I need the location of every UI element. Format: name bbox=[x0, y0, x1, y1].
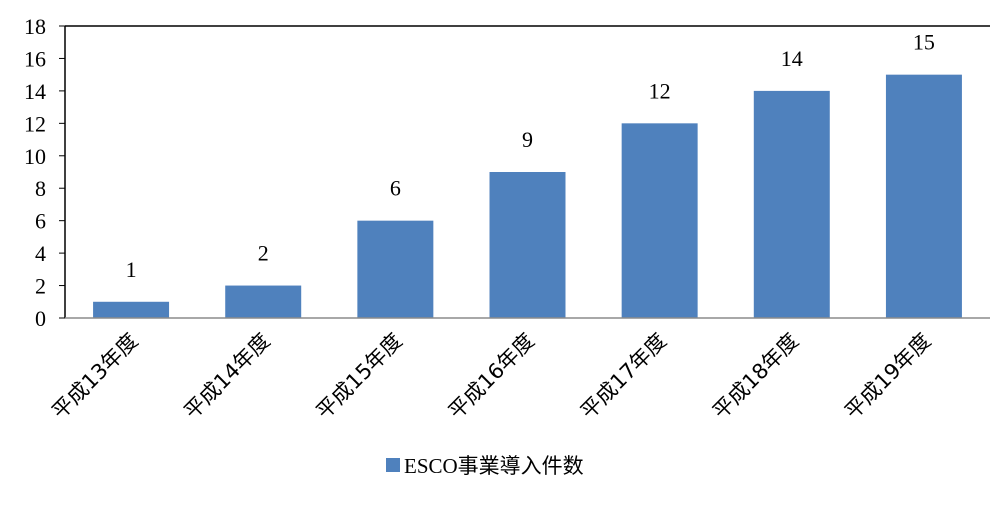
y-tick-label: 8 bbox=[35, 176, 46, 201]
legend: ESCO事業導入件数 bbox=[386, 454, 584, 478]
y-tick-label: 0 bbox=[35, 306, 46, 331]
bar bbox=[885, 74, 962, 319]
y-tick-label: 4 bbox=[35, 241, 46, 266]
data-label: 12 bbox=[649, 78, 671, 103]
legend-swatch bbox=[386, 458, 400, 472]
y-tick-label: 2 bbox=[35, 274, 46, 299]
legend-label: ESCO事業導入件数 bbox=[404, 454, 584, 478]
data-label: 14 bbox=[781, 46, 803, 71]
category-label: 平成14年度 bbox=[179, 329, 274, 424]
y-axis-ticks: 0 2 4 6 8 10 12 14 16 18 bbox=[24, 14, 65, 331]
y-tick-label: 14 bbox=[24, 79, 46, 104]
y-tick-label: 10 bbox=[24, 144, 46, 169]
category-label: 平成16年度 bbox=[444, 329, 539, 424]
category-label: 平成17年度 bbox=[576, 329, 671, 424]
bar bbox=[357, 220, 434, 318]
bar bbox=[489, 172, 566, 318]
bar bbox=[225, 285, 302, 318]
category-label: 平成15年度 bbox=[312, 329, 407, 424]
y-tick-label: 6 bbox=[35, 209, 46, 234]
bars bbox=[93, 74, 962, 319]
y-tick-label: 12 bbox=[24, 111, 46, 136]
category-label: 平成19年度 bbox=[840, 329, 935, 424]
data-label: 2 bbox=[258, 241, 269, 266]
data-label: 1 bbox=[126, 257, 137, 282]
data-label: 15 bbox=[913, 30, 935, 55]
data-label: 9 bbox=[522, 127, 533, 152]
category-label: 平成13年度 bbox=[47, 329, 142, 424]
bar bbox=[621, 123, 698, 318]
category-label: 平成18年度 bbox=[708, 329, 803, 424]
y-tick-label: 18 bbox=[24, 14, 46, 39]
bar bbox=[753, 90, 830, 318]
bar bbox=[93, 301, 170, 318]
y-tick-label: 16 bbox=[24, 46, 46, 71]
data-label: 6 bbox=[390, 176, 401, 201]
x-axis-categories: 平成13年度 平成14年度 平成15年度 平成16年度 平成17年度 平成18年度 平成19… bbox=[47, 329, 935, 424]
